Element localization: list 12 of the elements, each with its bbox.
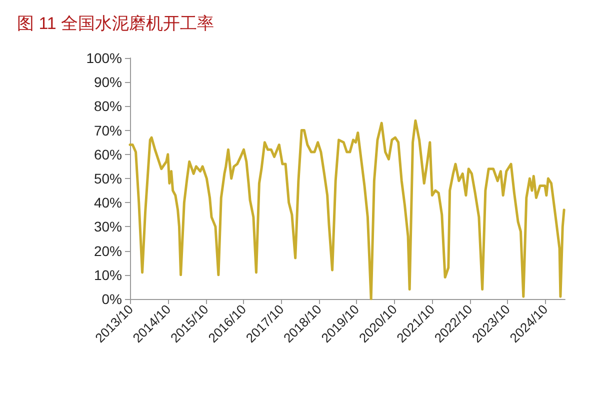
y-tick-label: 30% (94, 218, 122, 235)
y-tick-label: 40% (94, 194, 122, 211)
y-tick-label: 10% (94, 266, 122, 283)
y-tick-label: 70% (94, 122, 122, 138)
y-tick-label: 60% (94, 146, 122, 162)
y-tick-label: 80% (94, 98, 122, 114)
y-tick-label: 50% (94, 170, 122, 186)
y-tick-label: 0% (102, 291, 122, 307)
y-tick-label: 20% (94, 242, 122, 259)
y-tick-label: 100% (86, 50, 122, 66)
chart-title: 图 11 全国水泥磨机开工率 (17, 14, 214, 33)
y-tick-label: 90% (94, 74, 122, 90)
